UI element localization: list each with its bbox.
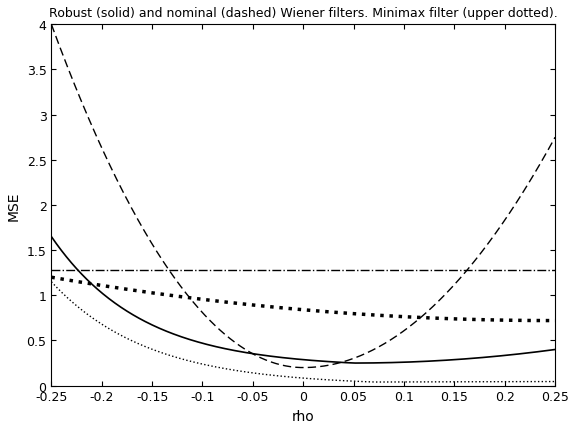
Title: Robust (solid) and nominal (dashed) Wiener filters. Minimax filter (upper dotted: Robust (solid) and nominal (dashed) Wien… bbox=[49, 7, 558, 20]
Y-axis label: MSE: MSE bbox=[7, 191, 21, 220]
X-axis label: rho: rho bbox=[292, 409, 314, 423]
